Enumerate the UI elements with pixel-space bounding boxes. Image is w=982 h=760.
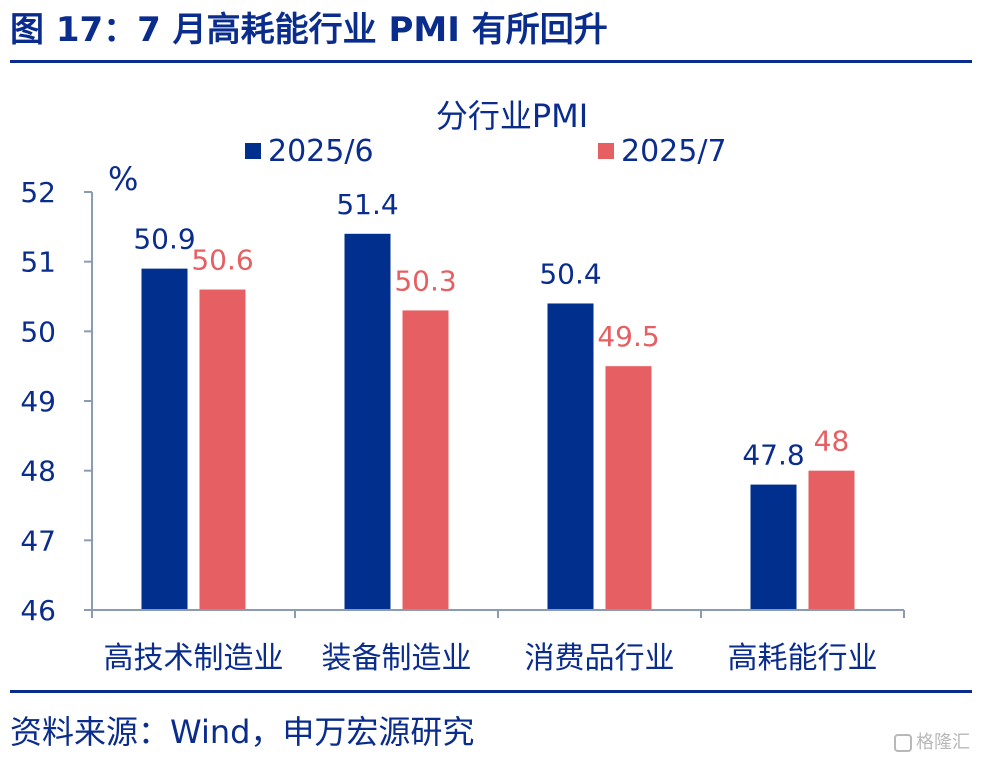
legend-swatch-2025-6	[245, 143, 261, 159]
chart-title: 分行业PMI	[436, 97, 588, 135]
data-label: 48	[814, 425, 850, 458]
bar-2025-6-0	[141, 268, 188, 610]
data-label: 49.5	[597, 320, 659, 353]
x-category-label: 装备制造业	[322, 641, 472, 676]
figure-title: 图 17：7 月高耗能行业 PMI 有所回升	[10, 10, 608, 50]
data-label: 51.4	[336, 188, 398, 221]
y-tick-label: 49	[20, 385, 56, 418]
bar-chart: 分行业PMI 2025/6 2025/7 % 46 47 48 49 50 51 52 50…	[20, 97, 905, 676]
watermark-text: 格隆汇	[916, 732, 970, 753]
y-tick-label: 47	[20, 524, 56, 557]
y-tick-label: 50	[20, 315, 56, 348]
y-tick-label: 48	[20, 455, 56, 488]
watermark: 格隆汇	[894, 728, 970, 754]
data-label: 47.8	[742, 439, 804, 472]
bar-2025-7-2	[605, 366, 652, 610]
legend-label-2025-6: 2025/6	[268, 134, 374, 169]
data-label: 50.6	[191, 244, 253, 277]
source-rule	[10, 690, 972, 693]
y-tick-label: 52	[20, 176, 56, 209]
x-category-label: 消费品行业	[525, 641, 675, 676]
bar-2025-7-1	[402, 310, 449, 610]
bar-2025-7-3	[808, 470, 855, 610]
bar-2025-7-0	[199, 289, 246, 610]
title-rule	[10, 60, 972, 63]
legend-swatch-2025-7	[598, 143, 614, 159]
data-label: 50.9	[133, 223, 195, 256]
y-tick-label: 46	[20, 594, 56, 627]
source-note: 资料来源：Wind，申万宏源研究	[10, 713, 475, 751]
bar-2025-6-1	[344, 233, 391, 611]
y-axis-unit: %	[108, 160, 138, 198]
bar-2025-6-3	[750, 484, 797, 610]
bars	[141, 233, 855, 611]
bar-2025-6-2	[547, 303, 594, 610]
data-label: 50.4	[539, 257, 601, 290]
x-category-label: 高技术制造业	[104, 641, 284, 676]
data-label: 50.3	[394, 264, 456, 297]
x-axis: 高技术制造业 装备制造业 消费品行业 高耗能行业	[91, 609, 905, 676]
y-tick-label: 51	[20, 246, 56, 279]
data-labels: 50.9 51.4 50.4 47.8 50.6 50.3 49.5 48	[133, 188, 849, 472]
legend-label-2025-7: 2025/7	[621, 134, 727, 169]
y-axis: 46 47 48 49 50 51 52	[20, 176, 93, 627]
x-category-label: 高耗能行业	[728, 641, 878, 676]
watermark-logo-icon	[894, 734, 912, 752]
